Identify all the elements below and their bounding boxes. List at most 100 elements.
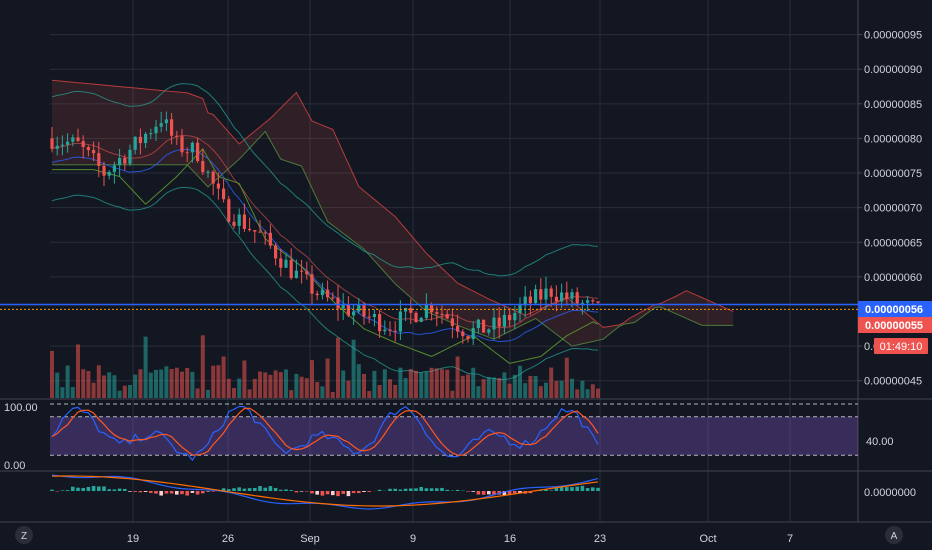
- candle-body: [456, 325, 460, 332]
- candle-body: [242, 214, 246, 229]
- volume-bar: [304, 378, 309, 398]
- candle-body: [508, 314, 512, 321]
- candle-body: [196, 142, 200, 162]
- macd-histogram-bar: [247, 488, 252, 491]
- volume-bar: [211, 365, 216, 398]
- volume-bar: [455, 356, 460, 398]
- macd-panel[interactable]: [50, 474, 600, 510]
- candle-body: [305, 271, 309, 275]
- candle-body: [440, 313, 444, 315]
- macd-histogram-bar: [377, 489, 382, 491]
- volume-bar: [440, 369, 444, 398]
- macd-histogram-bar: [65, 490, 70, 491]
- macd-histogram-bar: [133, 491, 137, 492]
- candle-body: [76, 137, 80, 142]
- candle-body: [341, 304, 345, 309]
- candle-body: [502, 314, 506, 327]
- senkou-span-b: [52, 130, 734, 347]
- macd-histogram-bar: [565, 487, 569, 491]
- volume-bar: [86, 370, 91, 398]
- volume-bar: [336, 337, 340, 398]
- candle-body: [123, 158, 127, 164]
- candle-body: [294, 270, 298, 279]
- macd-histogram-bar: [185, 491, 189, 496]
- volume-bar: [341, 370, 346, 398]
- cloud-fill: [52, 80, 734, 347]
- volume-bar: [70, 387, 75, 398]
- volume-bar: [154, 369, 158, 398]
- stoch-label-100: 100.00: [4, 402, 38, 414]
- macd-histogram-bar: [585, 488, 590, 491]
- volume-bar: [585, 389, 590, 398]
- candle-body: [154, 126, 158, 134]
- candle-body: [81, 141, 85, 148]
- volume-bar: [180, 371, 184, 398]
- candle-body: [237, 214, 241, 226]
- candle-body: [222, 188, 226, 200]
- volume-bar: [512, 374, 517, 398]
- candle-body: [554, 296, 558, 302]
- candle-body: [258, 231, 262, 233]
- candle-body: [549, 288, 553, 297]
- candle-body: [133, 136, 137, 150]
- volume-bar: [278, 372, 283, 398]
- volume-bar: [143, 336, 148, 398]
- macd-histogram-bar: [367, 491, 371, 492]
- macd-histogram-bar: [414, 488, 418, 491]
- macd-histogram-bar: [518, 491, 522, 493]
- volume-bar: [554, 381, 559, 398]
- volume-bar: [507, 383, 512, 398]
- volume-bar: [91, 382, 96, 398]
- candle-body: [185, 152, 189, 154]
- countdown-text: 01:49:10: [880, 341, 923, 353]
- macd-right-label: 0.0000000: [864, 487, 916, 499]
- volume-bar: [445, 369, 450, 398]
- macd-histogram-bar: [279, 489, 283, 491]
- macd-histogram-bar: [242, 488, 247, 491]
- macd-histogram-bar: [81, 487, 85, 491]
- volume-bar: [533, 376, 538, 398]
- time-axis[interactable]: 19 26 Sep 9 16 23 Oct 7: [127, 533, 793, 545]
- macd-histogram-bar: [211, 491, 215, 492]
- price-axis[interactable]: 0.00000095 0.00000090 0.00000085 0.00000080…: [858, 30, 922, 388]
- macd-histogram-bar: [221, 488, 226, 491]
- volume-bar: [169, 368, 174, 398]
- volume-bar: [429, 367, 434, 398]
- log-scale-button[interactable]: Z: [15, 526, 33, 544]
- auto-scale-button[interactable]: A: [885, 526, 903, 544]
- candle-body: [118, 158, 122, 166]
- candle-body: [352, 311, 356, 316]
- volume-bar: [190, 371, 195, 398]
- macd-histogram-bar: [227, 489, 231, 491]
- time-tick-label: 26: [222, 533, 234, 545]
- macd-histogram-bar: [502, 491, 507, 496]
- volume-bar: [102, 375, 106, 398]
- volume-bar: [346, 380, 351, 398]
- macd-histogram-bar: [273, 487, 278, 491]
- macd-histogram-bar: [138, 491, 143, 493]
- macd-histogram-bar: [299, 491, 304, 492]
- macd-histogram-bar: [253, 487, 257, 491]
- candle-body: [596, 301, 600, 303]
- volume-bar: [580, 380, 585, 398]
- volume-bar: [55, 372, 60, 398]
- bb-basis: [51, 134, 599, 329]
- stochastic-panel[interactable]: [50, 403, 858, 462]
- candle-body: [430, 304, 434, 313]
- volume-bar: [424, 372, 429, 398]
- candle-body: [55, 145, 59, 149]
- volume-bar: [544, 382, 548, 398]
- volume-bar: [221, 356, 226, 398]
- time-tick-label: Oct: [699, 533, 716, 545]
- bb-lower: [51, 186, 599, 381]
- candle-body: [336, 297, 340, 309]
- candle-body: [435, 312, 439, 314]
- candle-body: [560, 292, 564, 302]
- candle-body: [461, 331, 465, 337]
- volume-bar: [528, 375, 533, 398]
- volume-bar: [388, 379, 392, 398]
- macd-histogram-bar: [143, 491, 148, 492]
- volume-bar: [320, 386, 325, 398]
- time-tick-label: 7: [787, 533, 793, 545]
